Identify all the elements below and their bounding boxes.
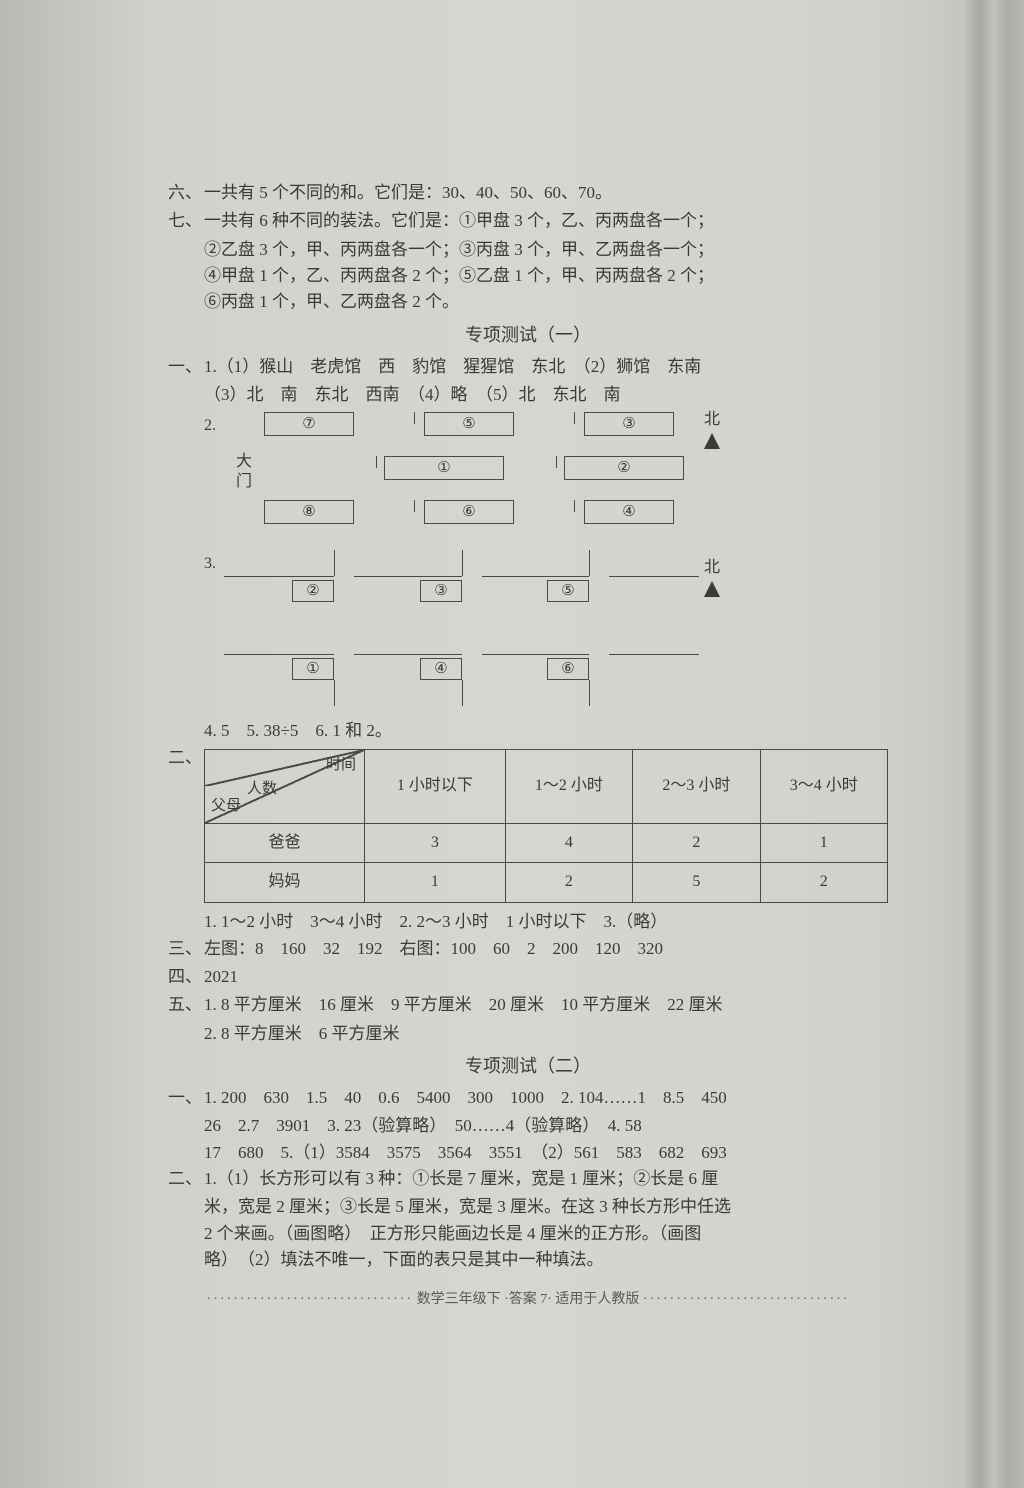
mark xyxy=(462,680,463,706)
text: 1. 8 平方厘米 16 厘米 9 平方厘米 20 厘米 10 平方厘米 22 … xyxy=(204,992,888,1018)
box: ② xyxy=(564,456,684,480)
text: 2. 8 平方厘米 6 平方厘米 xyxy=(168,1021,888,1047)
text: ②乙盘 3 个，甲、丙两盘各一个；③丙盘 3 个，甲、乙两盘各一个； xyxy=(168,237,888,263)
table-row: 爸爸 3 4 2 1 xyxy=(205,823,888,863)
text: 略） （2）填法不唯一，下面的表只是其中一种填法。 xyxy=(168,1247,888,1273)
text: （3）北 南 东北 西南 （4）略 （5）北 东北 南 xyxy=(168,382,888,408)
line xyxy=(609,654,699,655)
line xyxy=(224,654,334,655)
sec-label: 三、 xyxy=(168,936,204,962)
table-row: 妈妈 1 2 5 2 xyxy=(205,863,888,903)
text: 1.（1）猴山 老虎馆 西 豹馆 猩猩馆 东北 （2）狮馆 东南 xyxy=(204,354,888,380)
gate: 门 xyxy=(236,470,252,495)
diagram-1: 2. 大 门 ⑦ ⑤ ③ ① ② ⑧ ⑥ ④ 北 xyxy=(204,412,888,542)
diagram-2: 3. ② ③ ⑤ 北 ① ④ ⑥ xyxy=(204,550,888,710)
sec-label: 五、 xyxy=(168,992,204,1018)
text: 一共有 6 种不同的装法。它们是：①甲盘 3 个，乙、丙两盘各一个； xyxy=(204,208,888,234)
section-seven: 七、 一共有 6 种不同的装法。它们是：①甲盘 3 个，乙、丙两盘各一个； xyxy=(168,208,888,234)
test-title-1: 专项测试（一） xyxy=(168,322,888,350)
th: 1 小时以下 xyxy=(365,749,506,823)
text: 米，宽是 2 厘米；③长是 5 厘米，宽是 3 厘米。在这 3 种长方形中任选 xyxy=(168,1194,888,1220)
box: ④ xyxy=(420,658,462,680)
t1-q5: 五、 1. 8 平方厘米 16 厘米 9 平方厘米 20 厘米 10 平方厘米 … xyxy=(168,992,888,1018)
text: 2021 xyxy=(204,964,888,990)
t2-q1: 一、 1. 200 630 1.5 40 0.6 5400 300 1000 2… xyxy=(168,1085,888,1111)
sec-label: 二、 xyxy=(168,1166,204,1192)
box: ③ xyxy=(584,412,674,436)
box: ⑥ xyxy=(547,658,589,680)
test-title-2: 专项测试（二） xyxy=(168,1053,888,1081)
mark xyxy=(589,680,590,706)
text: 2 个来画。（画图略） 正方形只能画边长是 4 厘米的正方形。（画图 xyxy=(168,1221,888,1247)
th: 1～2 小时 xyxy=(505,749,632,823)
sec-label: 一、 xyxy=(168,1085,204,1111)
t1-q4: 四、 2021 xyxy=(168,964,888,990)
text: ⑥丙盘 1 个，甲、乙两盘各 2 个。 xyxy=(168,289,888,315)
line xyxy=(354,654,462,655)
sec-label: 二、 xyxy=(168,745,204,771)
line xyxy=(224,576,334,577)
section-six: 六、 一共有 5 个不同的和。它们是：30、40、50、60、70。 xyxy=(168,180,888,206)
line xyxy=(482,654,589,655)
num: 3. xyxy=(204,552,216,577)
t1-q2: 二、 时间 人数 父母 1 小时以下 1～2 小时 2～3 小时 3～4 小时 … xyxy=(168,745,888,908)
text: 26 2.7 3901 3. 23（验算略） 50……4（验算略） 4. 58 xyxy=(168,1113,888,1139)
box: ② xyxy=(292,580,334,602)
mark xyxy=(376,456,377,468)
box: ⑤ xyxy=(424,412,514,436)
box: ③ xyxy=(420,580,462,602)
mark xyxy=(556,456,557,468)
sec-label: 六、 xyxy=(168,180,204,206)
line xyxy=(609,576,699,577)
mark xyxy=(574,500,575,512)
sec-label: 七、 xyxy=(168,208,204,234)
text: ④甲盘 1 个，乙、丙两盘各 2 个；⑤乙盘 1 个，甲、丙两盘各 2 个； xyxy=(168,263,888,289)
t1-q3: 三、 左图：8 160 32 192 右图：100 60 2 200 120 3… xyxy=(168,936,888,962)
box: ⑥ xyxy=(424,500,514,524)
t1-q1: 一、 1.（1）猴山 老虎馆 西 豹馆 猩猩馆 东北 （2）狮馆 东南 xyxy=(168,354,888,380)
text: 4. 5 5. 38÷5 6. 1 和 2。 xyxy=(168,718,888,744)
text: 一共有 5 个不同的和。它们是：30、40、50、60、70。 xyxy=(204,180,888,206)
sec-label: 四、 xyxy=(168,964,204,990)
text: 左图：8 160 32 192 右图：100 60 2 200 120 320 xyxy=(204,936,888,962)
north-icon: 北 xyxy=(704,408,720,458)
text: 17 680 5.（1）3584 3575 3564 3551 （2）561 5… xyxy=(168,1140,888,1166)
sec-label: 一、 xyxy=(168,354,204,380)
mark xyxy=(574,412,575,424)
box: ⑤ xyxy=(547,580,589,602)
box: ④ xyxy=(584,500,674,524)
mark xyxy=(414,412,415,424)
north-icon: 北 xyxy=(704,556,720,606)
box: ⑦ xyxy=(264,412,354,436)
box: ① xyxy=(384,456,504,480)
text: 1. 200 630 1.5 40 0.6 5400 300 1000 2. 1… xyxy=(204,1085,888,1111)
line xyxy=(354,576,462,577)
box: ⑧ xyxy=(264,500,354,524)
th: 3～4 小时 xyxy=(760,749,887,823)
line xyxy=(482,576,589,577)
box: ① xyxy=(292,658,334,680)
diag-header: 时间 人数 父母 xyxy=(205,749,365,823)
text: 1. 1～2 小时 3～4 小时 2. 2～3 小时 1 小时以下 3.（略） xyxy=(168,909,888,935)
mark xyxy=(589,550,590,576)
mark xyxy=(462,550,463,576)
mark xyxy=(414,500,415,512)
page-footer: ······························· 数学三年级下 ·… xyxy=(168,1289,888,1311)
mark xyxy=(334,550,335,576)
th: 2～3 小时 xyxy=(633,749,760,823)
num: 2. xyxy=(204,414,216,439)
text: 1.（1）长方形可以有 3 种：①长是 7 厘米，宽是 1 厘米；②长是 6 厘 xyxy=(204,1166,888,1192)
mark xyxy=(334,680,335,706)
data-table: 时间 人数 父母 1 小时以下 1～2 小时 2～3 小时 3～4 小时 爸爸 … xyxy=(204,749,888,904)
t2-q2: 二、 1.（1）长方形可以有 3 种：①长是 7 厘米，宽是 1 厘米；②长是 … xyxy=(168,1166,888,1192)
